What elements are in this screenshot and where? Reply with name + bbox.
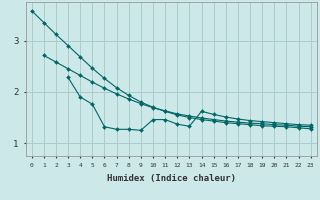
- X-axis label: Humidex (Indice chaleur): Humidex (Indice chaleur): [107, 174, 236, 183]
